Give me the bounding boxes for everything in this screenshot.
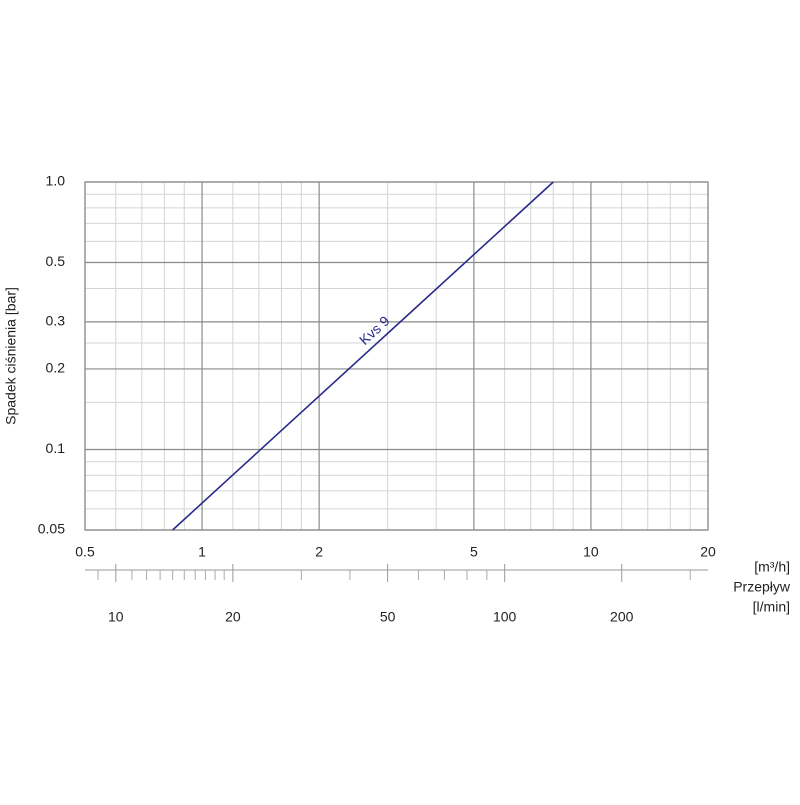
- y-tick-label: 0.05: [38, 521, 65, 537]
- x2-tick-label: 20: [225, 609, 241, 625]
- x2-tick-label: 100: [493, 609, 517, 625]
- x-tick-label: 0.5: [75, 544, 95, 560]
- y-tick-label: 0.1: [46, 440, 66, 456]
- x2-tick-label: 50: [380, 609, 396, 625]
- x2-tick-label: 200: [610, 609, 634, 625]
- x-unit: [m³/h]: [754, 559, 790, 575]
- x2-tick-label: 10: [108, 609, 124, 625]
- x-axis-label: Przepływ: [733, 579, 791, 595]
- y-tick-label: 1.0: [46, 173, 66, 189]
- x-tick-label: 5: [470, 544, 478, 560]
- y-tick-label: 0.3: [46, 313, 66, 329]
- plot-frame: [84, 181, 709, 531]
- y-tick-label: 0.5: [46, 253, 66, 269]
- y-tick-label: 0.2: [46, 360, 66, 376]
- y-axis-label: Spadek ciśnienia [bar]: [3, 287, 19, 425]
- series-line: [172, 181, 554, 531]
- x-tick-label: 20: [700, 544, 716, 560]
- x-tick-label: 2: [315, 544, 323, 560]
- x2-unit: [l/min]: [753, 599, 790, 615]
- x-tick-label: 1: [198, 544, 206, 560]
- x-tick-label: 10: [583, 544, 599, 560]
